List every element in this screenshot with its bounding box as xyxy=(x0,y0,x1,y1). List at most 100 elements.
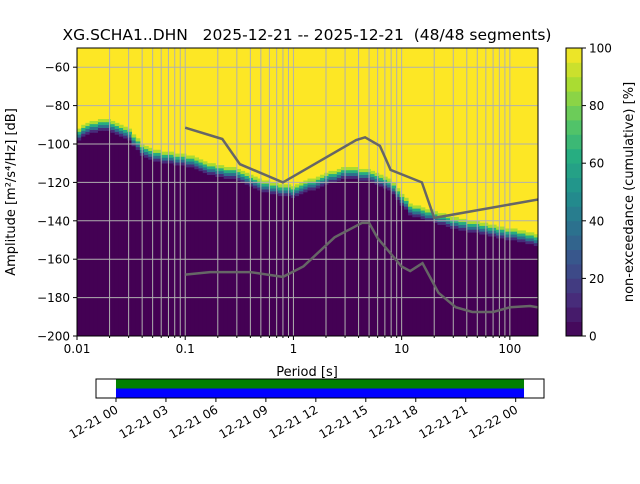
heatmap-cell xyxy=(491,230,497,234)
heatmap-cell xyxy=(496,229,501,233)
heatmap-cell xyxy=(102,130,107,336)
heatmap-cell xyxy=(341,169,346,174)
heatmap-cell xyxy=(517,230,522,234)
heatmap-cell xyxy=(408,206,413,210)
heatmap-cell xyxy=(131,137,137,141)
heatmap-cell xyxy=(131,143,137,147)
heatmap-cell xyxy=(303,189,308,193)
heatmap-cell xyxy=(454,225,459,229)
heatmap-cell xyxy=(85,125,91,129)
heatmap-cell xyxy=(173,165,179,336)
heatmap-cell xyxy=(173,159,179,163)
heatmap-cell xyxy=(269,193,275,336)
heatmap-cell xyxy=(387,181,392,185)
heatmap-cell xyxy=(324,175,329,179)
colorbar-level xyxy=(566,278,582,294)
heatmap-cell xyxy=(81,124,86,128)
y-tick-label: −120 xyxy=(37,176,70,190)
heatmap-cell xyxy=(261,183,267,187)
heatmap-cell xyxy=(521,230,526,234)
heatmap-cell xyxy=(185,167,191,336)
heatmap-cell xyxy=(202,164,208,168)
heatmap-cell xyxy=(496,238,501,336)
colorbar-tick-label: 0 xyxy=(589,330,597,344)
heatmap-cell xyxy=(148,150,153,154)
heatmap-cell xyxy=(387,190,392,336)
heatmap-cell xyxy=(114,125,120,129)
heatmap-cell xyxy=(269,185,275,189)
heatmap-cell xyxy=(445,220,451,224)
heatmap-cell xyxy=(429,212,434,216)
heatmap-cell xyxy=(152,152,158,156)
heatmap-cell xyxy=(307,178,313,182)
heatmap-cell xyxy=(93,120,99,125)
heatmap-cell xyxy=(244,184,250,336)
colorbar-tick-label: 100 xyxy=(589,42,612,56)
heatmap xyxy=(77,48,538,336)
heatmap-cell xyxy=(211,174,216,336)
heatmap-cell xyxy=(303,183,308,187)
heatmap-cell xyxy=(148,147,153,152)
heatmap-cell xyxy=(320,177,325,181)
heatmap-cell xyxy=(491,227,497,231)
heatmap-cell xyxy=(370,170,376,175)
heatmap-cell xyxy=(408,203,413,207)
heatmap-cell xyxy=(336,174,342,178)
heatmap-cell xyxy=(253,182,258,186)
heatmap-cell xyxy=(85,131,91,135)
data-coverage-bar xyxy=(115,379,525,389)
heatmap-cell xyxy=(504,234,510,238)
y-tick-label: −180 xyxy=(37,291,70,305)
heatmap-cell xyxy=(412,205,417,209)
heatmap-cell xyxy=(206,171,212,176)
series-nlnm-line xyxy=(185,221,538,314)
heatmap-cell xyxy=(336,168,342,173)
heatmap-cell xyxy=(294,192,300,197)
heatmap-cell xyxy=(420,218,426,336)
heatmap-cell xyxy=(181,165,187,336)
heatmap-cell xyxy=(320,186,325,336)
heatmap-cell xyxy=(89,123,95,128)
heatmap-cell xyxy=(135,144,141,148)
heatmap-cell xyxy=(160,157,166,161)
heatmap-cell xyxy=(257,184,262,188)
heatmap-cell xyxy=(211,168,216,173)
heatmap-cell xyxy=(487,224,493,228)
heatmap-cell xyxy=(223,172,229,176)
timeline-tick-label: 12-21 21 xyxy=(417,402,471,441)
heatmap-cell xyxy=(127,140,132,336)
heatmap-cell xyxy=(349,178,355,336)
heatmap-cell xyxy=(491,224,497,228)
heatmap-cell xyxy=(433,222,438,336)
heatmap-cell xyxy=(198,170,204,336)
heatmap-cell xyxy=(424,217,430,222)
heatmap-cell xyxy=(508,228,514,232)
heatmap-cell xyxy=(462,227,468,231)
heatmap-cell xyxy=(395,196,401,200)
heatmap-cell xyxy=(403,203,409,207)
heatmap-cell xyxy=(89,129,95,133)
heatmap-cell xyxy=(345,167,350,171)
heatmap-cell xyxy=(156,152,162,156)
heatmap-cell xyxy=(462,221,468,225)
heatmap-cell xyxy=(366,174,371,178)
heatmap-cell xyxy=(366,168,371,173)
heatmap-cell xyxy=(198,165,204,169)
heatmap-cell xyxy=(77,131,82,135)
heatmap-cell xyxy=(529,240,535,245)
heatmap-cell xyxy=(169,151,174,155)
heatmap-cell xyxy=(118,124,124,128)
x-tick-label: 0.01 xyxy=(64,342,91,356)
heatmap-cell xyxy=(198,162,204,166)
timeline-tick-label: 12-21 18 xyxy=(367,402,421,441)
heatmap-cell xyxy=(223,178,229,336)
heatmap-cell xyxy=(144,151,149,155)
heatmap-cell xyxy=(206,166,212,170)
heatmap-cell xyxy=(433,214,438,218)
heatmap-cell xyxy=(118,127,124,131)
heatmap-cell xyxy=(106,130,112,336)
heatmap-cell xyxy=(227,175,233,179)
timeline-frame xyxy=(95,378,545,399)
heatmap-cell xyxy=(332,176,338,180)
